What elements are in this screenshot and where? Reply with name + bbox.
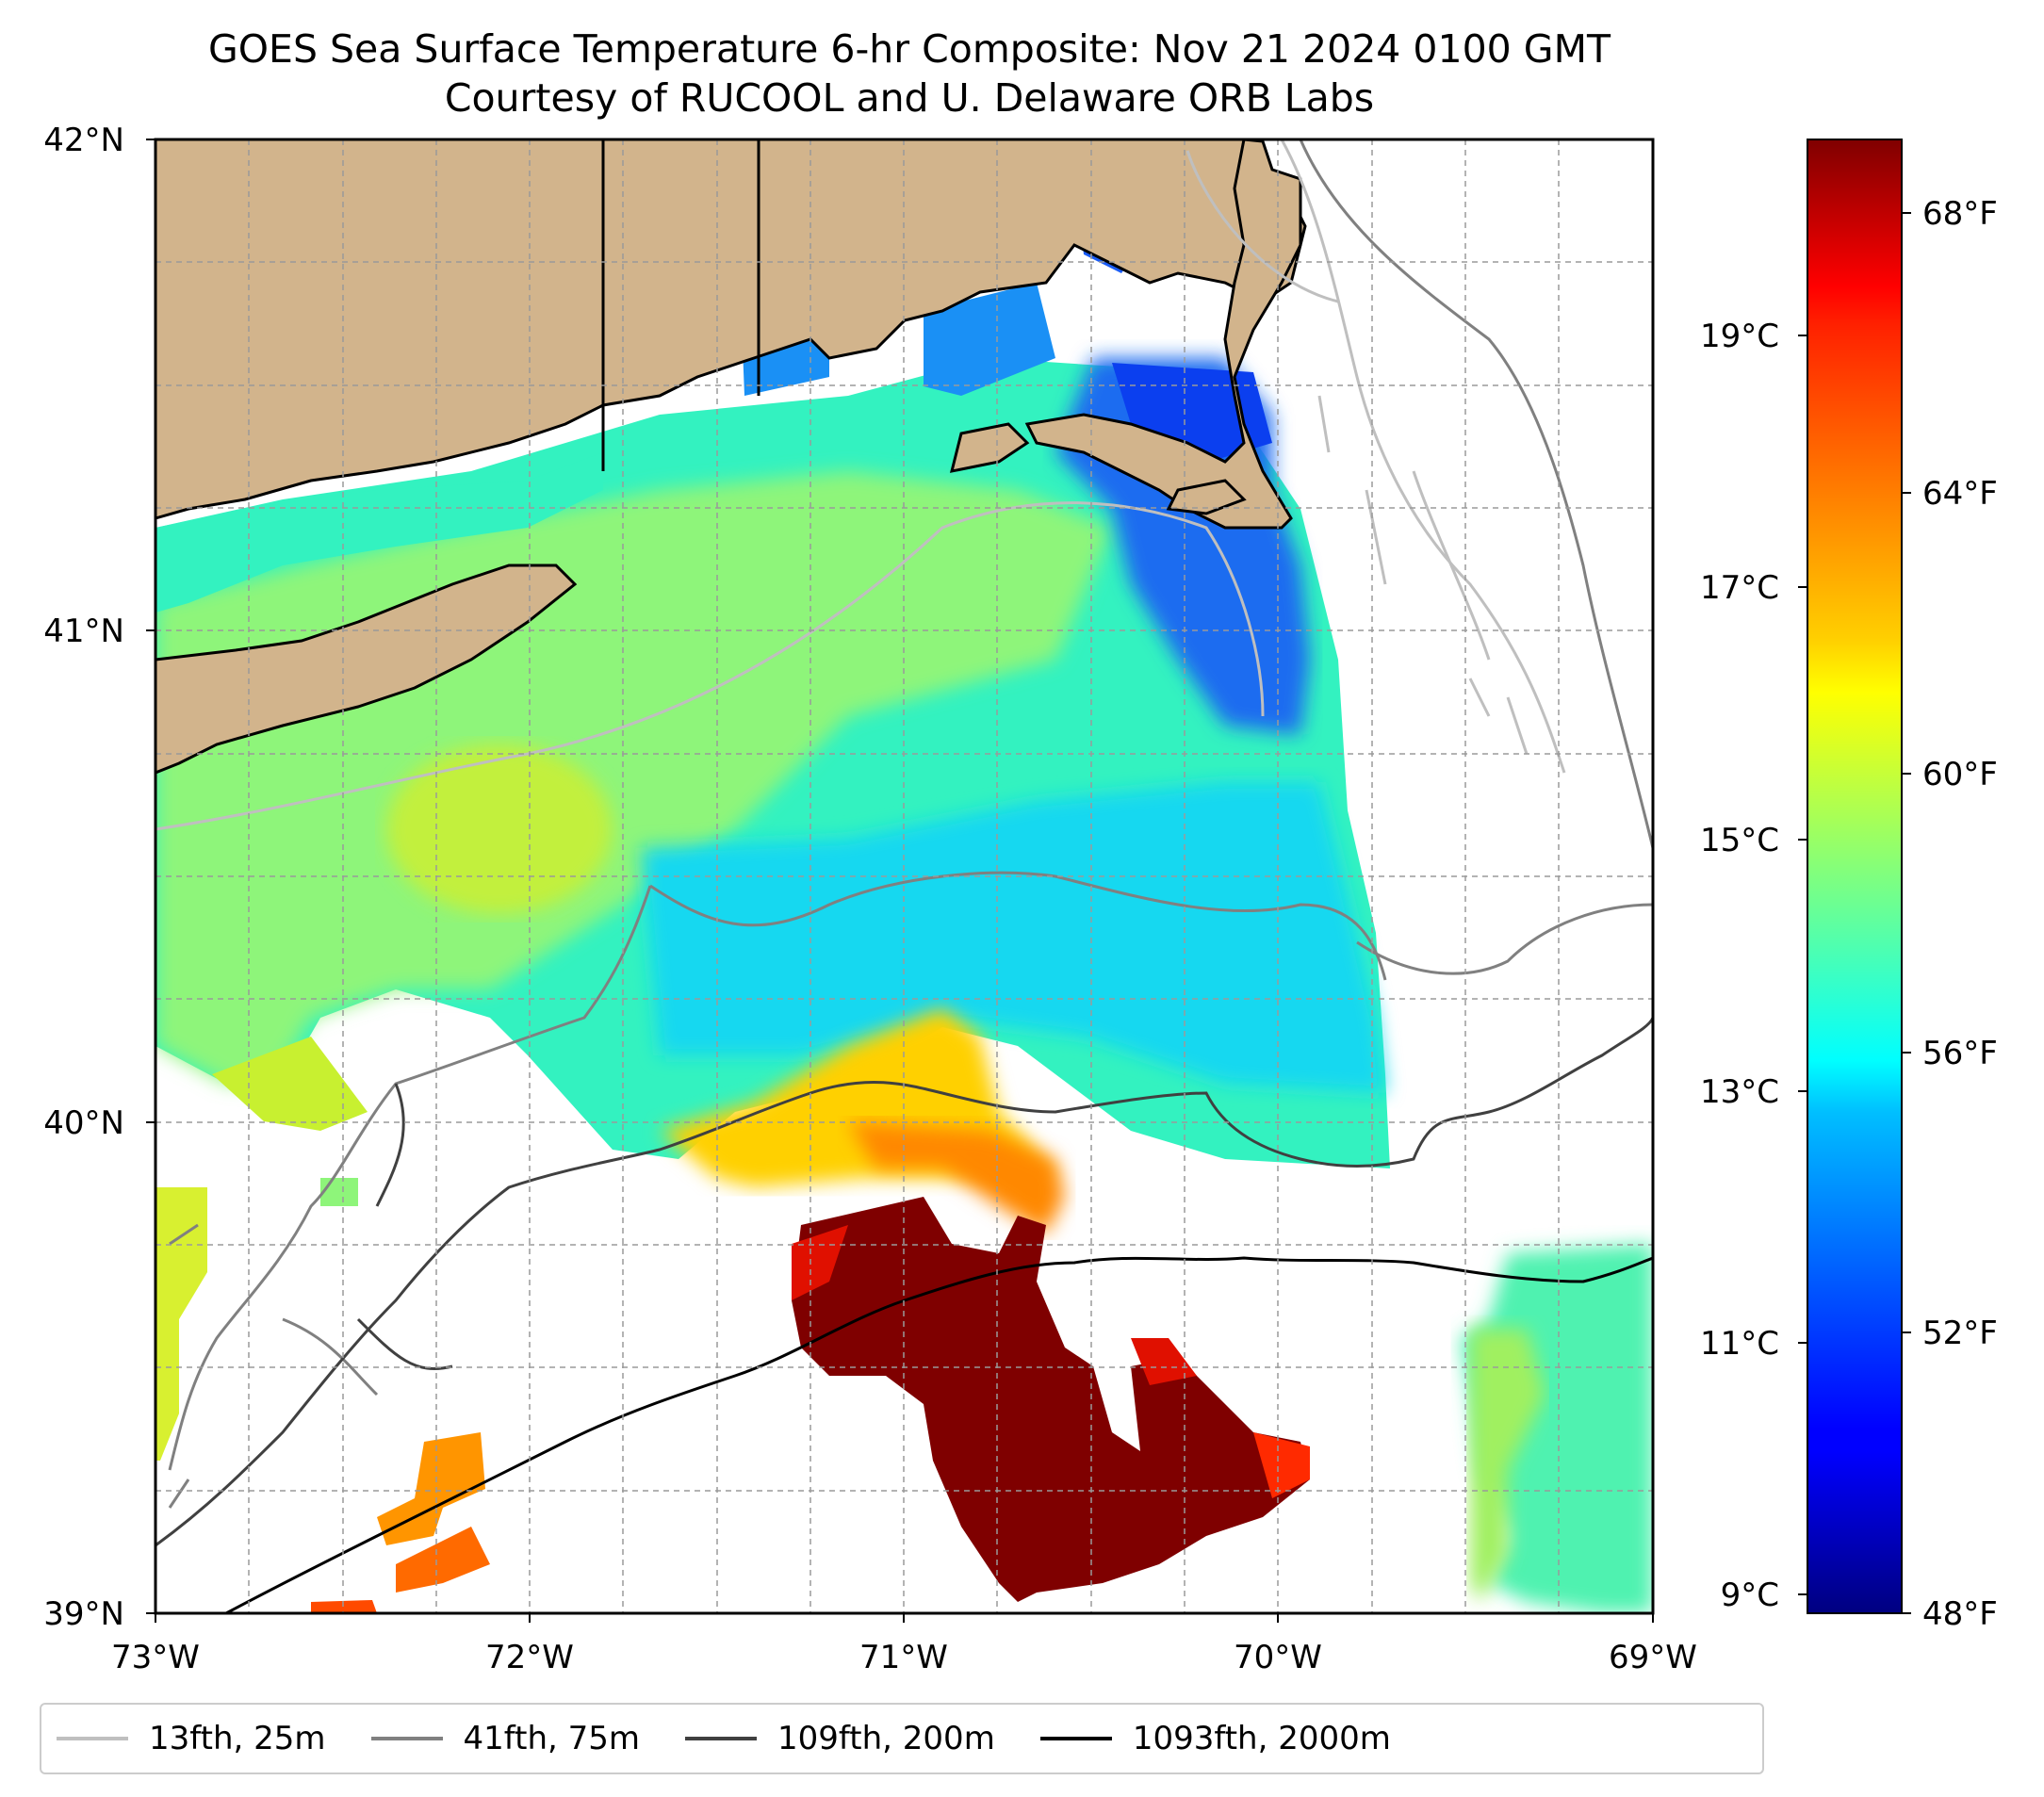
colorbar-c-13: 13°C [1700,1073,1779,1111]
colorbar-f-64: 64°F [1922,475,1998,513]
legend-item-2000m: 1093fth, 2000m [1039,1720,1391,1757]
legend-swatch-75m [370,1737,443,1740]
colorbar: 19°C 17°C 15°C 13°C 11°C 9°C 68°F 64°F 6… [1700,139,1998,1633]
lon-label-69: 69°W [1609,1639,1697,1676]
legend-label-2000m: 1093fth, 2000m [1132,1720,1391,1757]
colorbar-c-15: 15°C [1700,822,1779,859]
lat-label-39: 39°N [43,1595,124,1633]
contour-legend: 13fth, 25m 41fth, 75m 109fth, 200m 1093f… [40,1703,1764,1774]
legend-label-75m: 41fth, 75m [463,1720,641,1757]
colorbar-f-56: 56°F [1922,1035,1998,1072]
colorbar-c-11: 11°C [1700,1325,1779,1363]
land-new-england [155,139,1307,520]
legend-swatch-25m [57,1737,128,1740]
gridlines [155,139,1653,1613]
colorbar-c-17: 17°C [1700,569,1779,607]
lat-label-42: 42°N [43,122,124,159]
colorbar-gradient [1807,139,1903,1614]
lat-label-41: 41°N [43,613,124,650]
colorbar-f-48: 48°F [1922,1595,1998,1633]
state-border-lines [601,139,760,471]
lon-label-71: 71°W [859,1639,948,1676]
colorbar-c-19: 19°C [1700,318,1779,355]
land-long-island [155,564,578,775]
map-title: GOES Sea Surface Temperature 6-hr Compos… [208,26,1611,72]
legend-item-75m: 41fth, 75m [370,1720,641,1757]
lon-label-73: 73°W [111,1639,200,1676]
bathymetry-contours [155,139,1653,1613]
colorbar-f-52: 52°F [1922,1315,1998,1352]
legend-label-200m: 109fth, 200m [777,1720,995,1757]
legend-item-25m: 13fth, 25m [57,1720,326,1757]
lon-label-72: 72°W [485,1639,574,1676]
legend-label-25m: 13fth, 25m [149,1720,326,1757]
lat-label-40: 40°N [43,1104,124,1142]
colorbar-f-68: 68°F [1922,195,1998,233]
colorbar-f-60: 60°F [1922,756,1998,793]
legend-item-200m: 109fth, 200m [685,1720,995,1757]
legend-swatch-200m [685,1737,758,1740]
map-subtitle: Courtesy of RUCOOL and U. Delaware ORB L… [444,75,1375,121]
colorbar-c-9: 9°C [1721,1576,1779,1614]
lon-label-70: 70°W [1234,1639,1322,1676]
legend-swatch-2000m [1039,1737,1112,1740]
land-islands [949,422,1247,515]
axis-ticks [146,139,1654,1623]
map-area [155,139,1653,1613]
